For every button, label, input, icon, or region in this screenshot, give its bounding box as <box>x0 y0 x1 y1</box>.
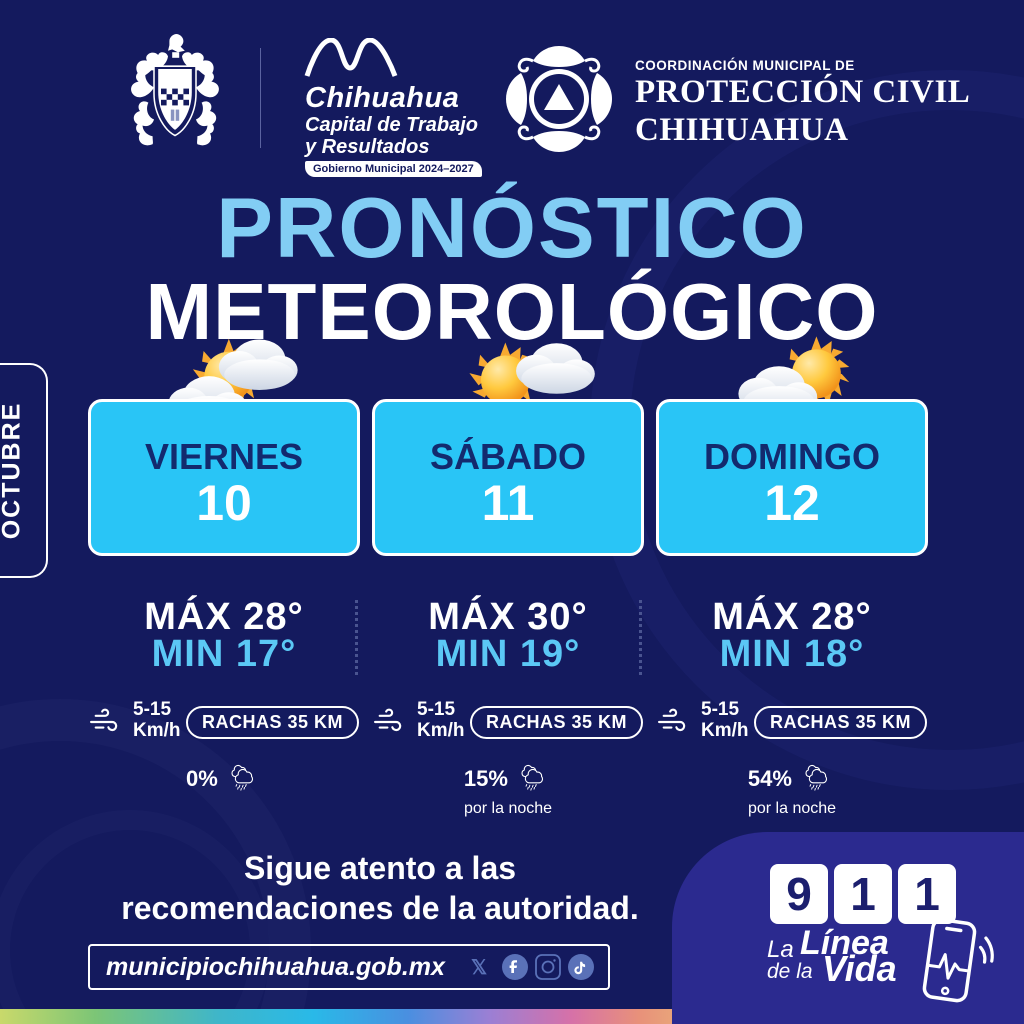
svg-text:𝕏: 𝕏 <box>471 957 487 979</box>
